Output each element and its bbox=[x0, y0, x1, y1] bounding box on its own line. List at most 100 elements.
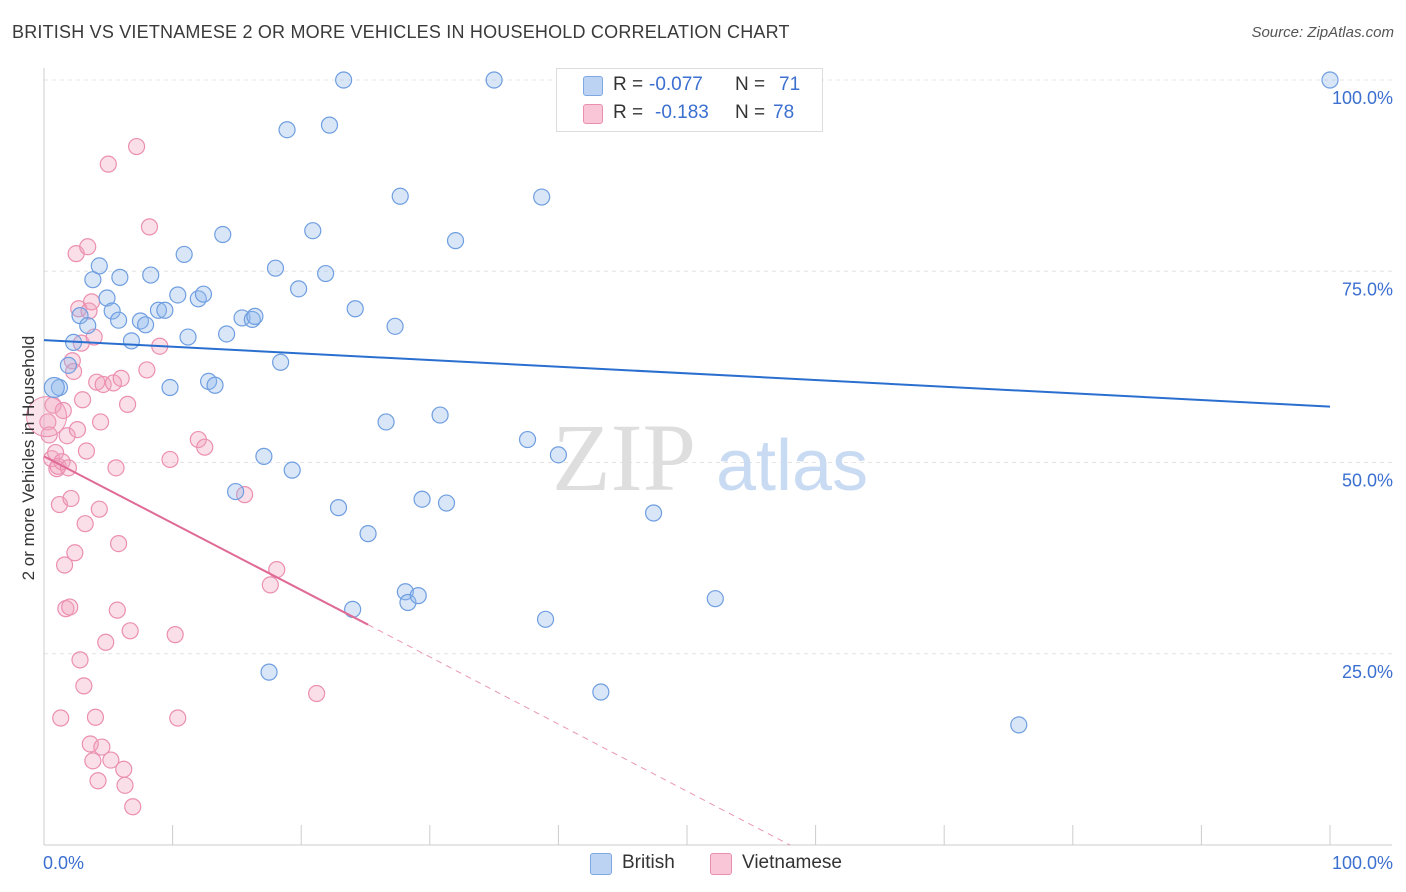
vietnamese-point bbox=[54, 401, 72, 420]
vietnamese-point bbox=[62, 489, 80, 508]
vietnamese-point bbox=[82, 293, 101, 311]
british-point bbox=[90, 257, 108, 275]
axis-labels: 25.0% 50.0% 75.0% 100.0% 0.0% 100.0% 2 or more… bbox=[19, 88, 1393, 873]
vietnamese-point bbox=[39, 413, 57, 431]
british-point bbox=[485, 71, 503, 89]
british-swatch bbox=[583, 76, 603, 96]
vietnamese-point bbox=[75, 677, 93, 695]
vietnamese-point bbox=[116, 776, 134, 794]
british-point bbox=[329, 499, 348, 517]
vietnamese-point bbox=[308, 684, 326, 703]
vietnamese-point bbox=[118, 395, 137, 413]
british-point-cluster bbox=[43, 376, 65, 399]
vietnamese-point-cluster bbox=[26, 396, 68, 438]
vietnamese-point bbox=[166, 626, 184, 644]
vietnamese-point bbox=[90, 500, 108, 518]
british-point bbox=[103, 302, 121, 320]
vietnamese-point bbox=[93, 738, 111, 756]
vietnamese-point bbox=[40, 426, 58, 444]
vietnamese-point bbox=[77, 442, 96, 460]
vietnamese-trend-extension bbox=[367, 624, 791, 846]
british-point bbox=[111, 268, 129, 286]
british-point bbox=[169, 286, 187, 304]
vietnamese-point bbox=[99, 155, 117, 173]
x-tick-label-100: 100.0% bbox=[1332, 853, 1393, 873]
british-point bbox=[122, 332, 141, 350]
vietnamese-point bbox=[89, 772, 107, 790]
british-point bbox=[346, 300, 364, 318]
grid-lines bbox=[44, 79, 1392, 655]
vietnamese-point bbox=[161, 450, 179, 469]
british-point bbox=[399, 593, 417, 612]
vietnamese-point bbox=[61, 598, 79, 616]
british-point bbox=[214, 225, 232, 244]
vietnamese-r-value: -0.183 bbox=[655, 102, 709, 123]
british-points bbox=[43, 71, 1339, 734]
british-point bbox=[317, 264, 335, 283]
vietnamese-point bbox=[84, 752, 102, 770]
british-point bbox=[179, 328, 197, 346]
watermark: ZIP atlas bbox=[552, 404, 868, 511]
british-point bbox=[260, 663, 278, 681]
vietnamese-point bbox=[52, 709, 70, 727]
british-point bbox=[396, 583, 414, 601]
x-tick-label-0: 0.0% bbox=[43, 853, 84, 873]
vietnamese-point bbox=[79, 238, 97, 256]
british-point bbox=[391, 187, 409, 205]
vietnamese-point bbox=[55, 556, 74, 574]
y-tick-label-100: 100.0% bbox=[1332, 88, 1393, 108]
british-point bbox=[98, 289, 116, 307]
british-point bbox=[266, 259, 285, 277]
british-point bbox=[175, 245, 193, 264]
correlation-legend: R = -0.077 N = 71 R = -0.183 N = 78 bbox=[556, 68, 823, 132]
british-point bbox=[706, 590, 724, 608]
british-point bbox=[283, 461, 301, 479]
british-point bbox=[437, 494, 456, 512]
vietnamese-point bbox=[261, 576, 279, 594]
source-label: Source: ZipAtlas.com bbox=[1251, 24, 1394, 41]
vietnamese-point bbox=[58, 427, 76, 445]
british-point bbox=[549, 446, 568, 464]
y-tick-label-25: 25.0% bbox=[1342, 662, 1393, 682]
british-point bbox=[149, 301, 168, 319]
vietnamese-n-label: N = bbox=[735, 102, 766, 123]
y-tick-label-50: 50.0% bbox=[1342, 471, 1393, 491]
trend-lines bbox=[43, 339, 1331, 846]
vietnamese-point bbox=[121, 622, 139, 640]
british-point bbox=[304, 222, 322, 240]
vietnamese-point bbox=[112, 369, 130, 387]
watermark-zip: ZIP bbox=[552, 404, 696, 511]
vietnamese-point bbox=[196, 438, 214, 456]
british-point bbox=[377, 413, 395, 431]
british-point bbox=[1010, 716, 1028, 734]
british-point bbox=[194, 285, 213, 303]
british-trend-line bbox=[43, 339, 1331, 408]
vietnamese-point bbox=[108, 601, 126, 619]
british-point bbox=[246, 307, 264, 325]
vietnamese-point bbox=[124, 798, 142, 816]
vietnamese-point bbox=[138, 361, 156, 379]
vietnamese-point bbox=[107, 459, 125, 477]
british-point bbox=[161, 378, 179, 397]
vietnamese-point bbox=[86, 708, 105, 726]
vietnamese-point bbox=[91, 413, 110, 431]
british-point bbox=[409, 587, 427, 605]
british-point bbox=[109, 311, 128, 329]
vietnamese-legend-label: Vietnamese bbox=[742, 852, 842, 873]
vietnamese-point bbox=[140, 218, 159, 236]
vietnamese-point bbox=[73, 391, 92, 409]
british-point bbox=[136, 316, 155, 334]
watermark-atlas: atlas bbox=[716, 426, 868, 506]
vietnamese-legend-swatch bbox=[710, 853, 732, 875]
vietnamese-point bbox=[66, 544, 84, 562]
y-tick-label-75: 75.0% bbox=[1342, 279, 1393, 299]
british-point bbox=[278, 121, 296, 139]
y-axis-label: 2 or more Vehicles in Household bbox=[19, 336, 38, 581]
british-point bbox=[335, 71, 353, 89]
british-n-label: N = bbox=[735, 74, 766, 95]
british-point bbox=[218, 325, 236, 343]
british-point bbox=[592, 683, 610, 701]
british-point bbox=[533, 188, 551, 206]
british-point bbox=[206, 376, 224, 394]
